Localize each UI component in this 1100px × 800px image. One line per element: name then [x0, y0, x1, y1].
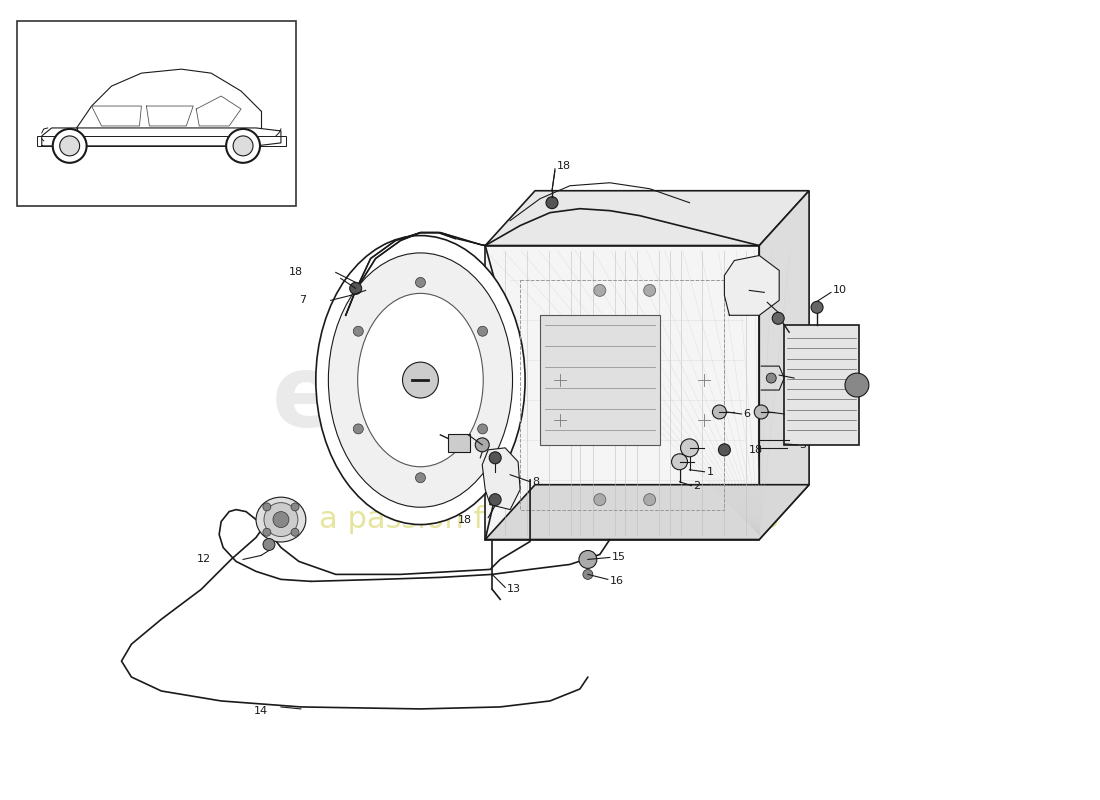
- Text: 10: 10: [833, 286, 847, 295]
- Bar: [16, 22, 296, 206]
- Circle shape: [59, 136, 79, 156]
- Text: 5: 5: [786, 409, 793, 419]
- Circle shape: [263, 538, 275, 550]
- Circle shape: [292, 503, 299, 511]
- Circle shape: [583, 570, 593, 579]
- Text: 12: 12: [197, 554, 211, 565]
- Ellipse shape: [256, 497, 306, 542]
- Text: 14: 14: [254, 706, 268, 716]
- Polygon shape: [482, 448, 520, 510]
- Text: 15: 15: [612, 553, 626, 562]
- Circle shape: [811, 302, 823, 314]
- Circle shape: [546, 197, 558, 209]
- Polygon shape: [36, 136, 286, 146]
- Circle shape: [755, 405, 768, 419]
- Circle shape: [644, 285, 656, 296]
- Polygon shape: [485, 246, 759, 539]
- Circle shape: [579, 550, 597, 569]
- Circle shape: [490, 452, 502, 464]
- Circle shape: [594, 494, 606, 506]
- Circle shape: [416, 473, 426, 482]
- Circle shape: [475, 438, 490, 452]
- Text: 6: 6: [744, 409, 750, 419]
- Text: 17: 17: [441, 427, 455, 437]
- Polygon shape: [784, 326, 859, 445]
- Text: a passion for parts since 1985: a passion for parts since 1985: [319, 505, 781, 534]
- Polygon shape: [759, 190, 810, 539]
- Circle shape: [273, 512, 289, 527]
- Circle shape: [292, 528, 299, 536]
- Circle shape: [644, 494, 656, 506]
- Ellipse shape: [329, 253, 513, 507]
- Circle shape: [263, 503, 271, 511]
- Text: 3: 3: [799, 440, 806, 450]
- Text: 16: 16: [609, 576, 624, 586]
- Text: 18: 18: [557, 161, 571, 171]
- Text: eu-spares: eu-spares: [272, 351, 828, 449]
- Text: 1: 1: [706, 466, 714, 477]
- Circle shape: [353, 326, 363, 336]
- Polygon shape: [485, 485, 810, 539]
- Circle shape: [672, 454, 688, 470]
- Circle shape: [403, 362, 439, 398]
- Text: 9: 9: [767, 287, 773, 298]
- Circle shape: [263, 528, 271, 536]
- Polygon shape: [345, 233, 485, 315]
- Polygon shape: [485, 190, 810, 246]
- Text: 18: 18: [458, 514, 472, 525]
- Polygon shape: [725, 255, 779, 315]
- Text: 2: 2: [693, 481, 701, 490]
- Circle shape: [594, 285, 606, 296]
- Circle shape: [772, 312, 784, 324]
- Text: 13: 13: [507, 584, 521, 594]
- Circle shape: [53, 129, 87, 163]
- Circle shape: [264, 502, 298, 537]
- Bar: [449, 434, 471, 452]
- Text: 7: 7: [299, 295, 306, 306]
- Ellipse shape: [358, 294, 483, 466]
- Circle shape: [353, 424, 363, 434]
- Circle shape: [845, 373, 869, 397]
- Circle shape: [477, 326, 487, 336]
- Circle shape: [227, 129, 260, 163]
- Circle shape: [416, 278, 426, 287]
- Text: 18: 18: [288, 267, 302, 278]
- Circle shape: [681, 439, 698, 457]
- Text: 4: 4: [796, 373, 803, 383]
- Circle shape: [767, 373, 777, 383]
- Polygon shape: [540, 315, 660, 445]
- Text: 11: 11: [741, 295, 756, 306]
- Text: 18: 18: [749, 445, 763, 455]
- Circle shape: [490, 494, 502, 506]
- Circle shape: [718, 444, 730, 456]
- Circle shape: [233, 136, 253, 156]
- Circle shape: [477, 424, 487, 434]
- Circle shape: [350, 282, 362, 294]
- Ellipse shape: [316, 235, 525, 525]
- Circle shape: [713, 405, 726, 419]
- Text: 8: 8: [532, 477, 539, 486]
